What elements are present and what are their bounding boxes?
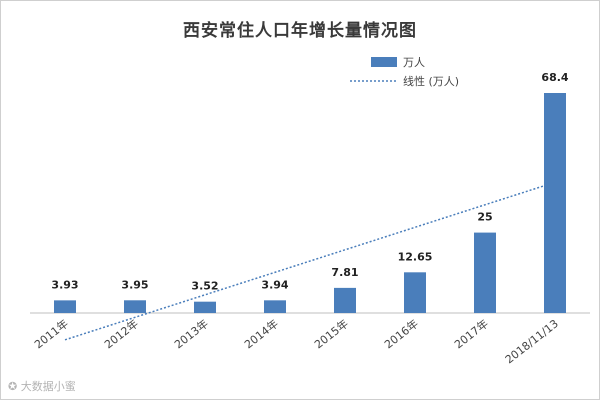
- data-label-2: 3.52: [191, 280, 218, 293]
- data-label-4: 7.81: [331, 266, 358, 279]
- trendline: [64, 181, 556, 341]
- bar-2: [194, 301, 216, 313]
- bar-0: [54, 300, 76, 313]
- bar-7: [544, 93, 566, 313]
- chart-title: 西安常住人口年增长量情况图: [183, 21, 417, 41]
- data-label-7: 68.4: [541, 71, 568, 84]
- watermark-icon: ✪: [8, 380, 18, 393]
- bar-6: [474, 232, 496, 313]
- bar-5: [404, 272, 426, 313]
- x-tick-1: 2012年: [101, 316, 140, 351]
- data-label-1: 3.95: [121, 278, 148, 291]
- legend-label-bar: 万人: [403, 56, 425, 69]
- x-tick-4: 2015年: [311, 316, 350, 351]
- legend-label-trend: 线性 (万人): [403, 74, 459, 88]
- x-tick-6: 2017年: [451, 316, 490, 351]
- x-tick-7: 2018/11/13: [503, 317, 561, 366]
- bar-4: [334, 287, 356, 313]
- bar-1: [124, 300, 146, 313]
- x-tick-2: 2013年: [171, 316, 210, 351]
- x-tick-0: 2011年: [31, 316, 70, 351]
- watermark: ✪ 大数据小蜜: [8, 378, 76, 394]
- x-tick-5: 2016年: [381, 316, 420, 351]
- data-label-0: 3.93: [51, 278, 78, 291]
- data-label-5: 12.65: [398, 250, 433, 263]
- data-label-6: 25: [477, 211, 492, 224]
- bar-3: [264, 300, 286, 313]
- watermark-text: 大数据小蜜: [20, 380, 76, 393]
- legend-swatch-bar: [371, 57, 397, 67]
- data-label-3: 3.94: [261, 278, 288, 291]
- x-tick-3: 2014年: [241, 316, 280, 351]
